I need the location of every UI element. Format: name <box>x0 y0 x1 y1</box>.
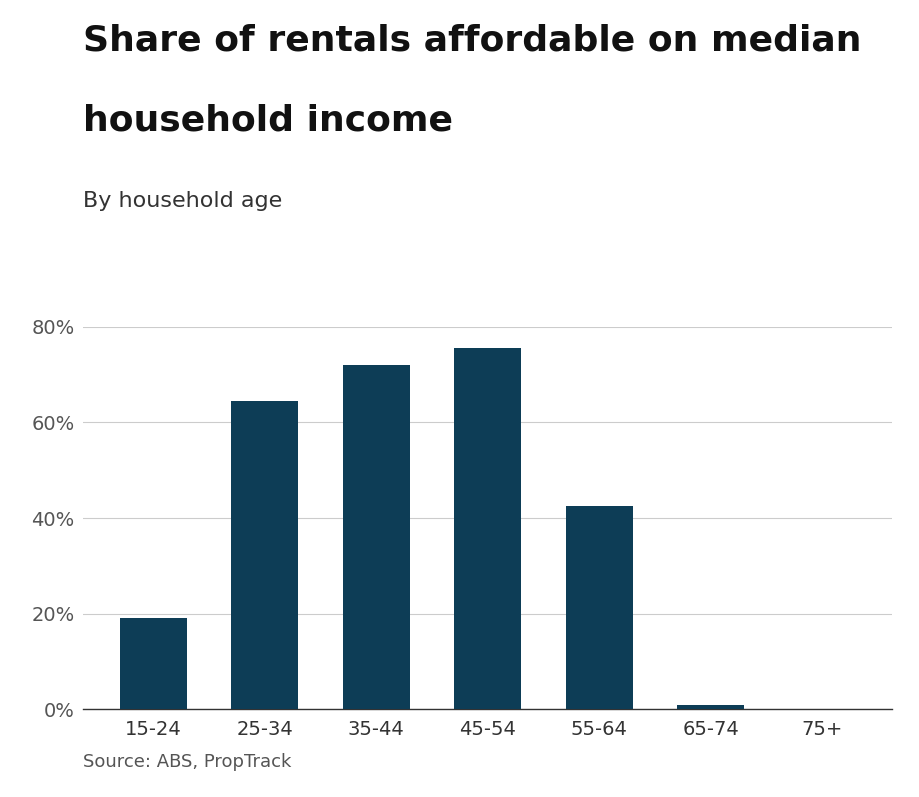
Bar <box>676 705 743 709</box>
Bar <box>565 506 632 709</box>
Text: household income: household income <box>83 104 452 138</box>
Bar <box>119 618 187 709</box>
Bar <box>342 365 409 709</box>
Bar <box>231 401 298 709</box>
Text: Share of rentals affordable on median: Share of rentals affordable on median <box>83 24 860 58</box>
Bar <box>454 348 520 709</box>
Text: By household age: By household age <box>83 191 282 211</box>
Text: Source: ABS, PropTrack: Source: ABS, PropTrack <box>83 753 290 771</box>
